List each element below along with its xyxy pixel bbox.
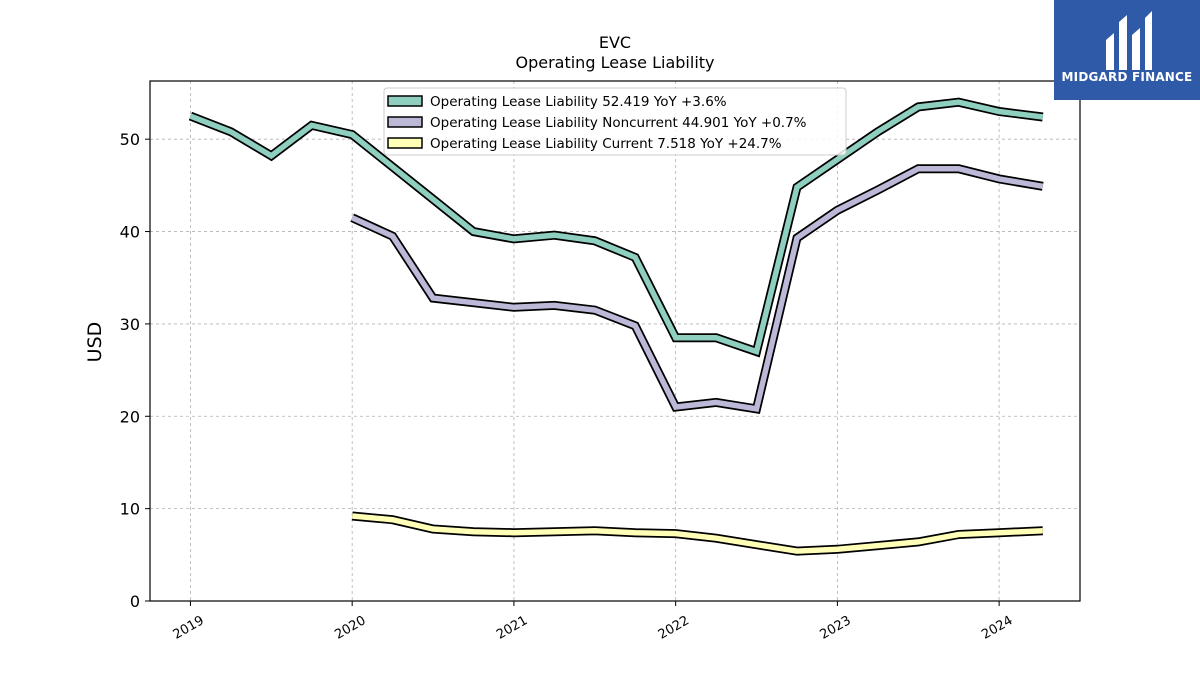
series-line-0 [189, 99, 1044, 356]
series-line-2 [351, 513, 1043, 554]
y-axis-label: USD [84, 322, 106, 363]
legend-label: Operating Lease Liability Noncurrent 44.… [430, 115, 807, 131]
legend-label: Operating Lease Liability 52.419 YoY +3.… [430, 94, 727, 110]
grid [150, 81, 1080, 601]
y-tick-label: 20 [120, 407, 140, 426]
series-line-1 [351, 165, 1044, 413]
legend-label: Operating Lease Liability Current 7.518 … [430, 136, 782, 152]
series-lines [188, 97, 1044, 556]
series-outline-1 [350, 164, 1044, 415]
x-tick-label: 2023 [818, 613, 854, 643]
chart-subtitle: Operating Lease Liability [515, 53, 714, 72]
x-tick-label: 2022 [656, 613, 692, 643]
x-tick-label: 2019 [171, 613, 207, 643]
y-tick-label: 40 [120, 223, 140, 242]
y-tick-label: 10 [120, 500, 140, 519]
y-tick-label: 30 [120, 315, 140, 334]
brand-logo: MIDGARD FINANCE [1054, 0, 1200, 100]
legend-swatch [387, 116, 423, 128]
legend: Operating Lease Liability 52.419 YoY +3.… [383, 87, 847, 156]
y-tick-label: 0 [130, 592, 140, 611]
x-tick-label: 2021 [494, 613, 530, 643]
chart-title: EVC [599, 33, 631, 52]
legend-swatch [387, 95, 423, 107]
brand-name: MIDGARD FINANCE [1061, 70, 1193, 84]
y-tick-label: 50 [120, 130, 140, 149]
plot-frame [149, 80, 1081, 602]
midgard-logo-icon [1106, 11, 1152, 70]
x-tick-label: 2020 [332, 613, 368, 643]
legend-box [383, 87, 847, 156]
legend-swatch [387, 137, 423, 149]
x-tick-label: 2024 [979, 613, 1015, 643]
